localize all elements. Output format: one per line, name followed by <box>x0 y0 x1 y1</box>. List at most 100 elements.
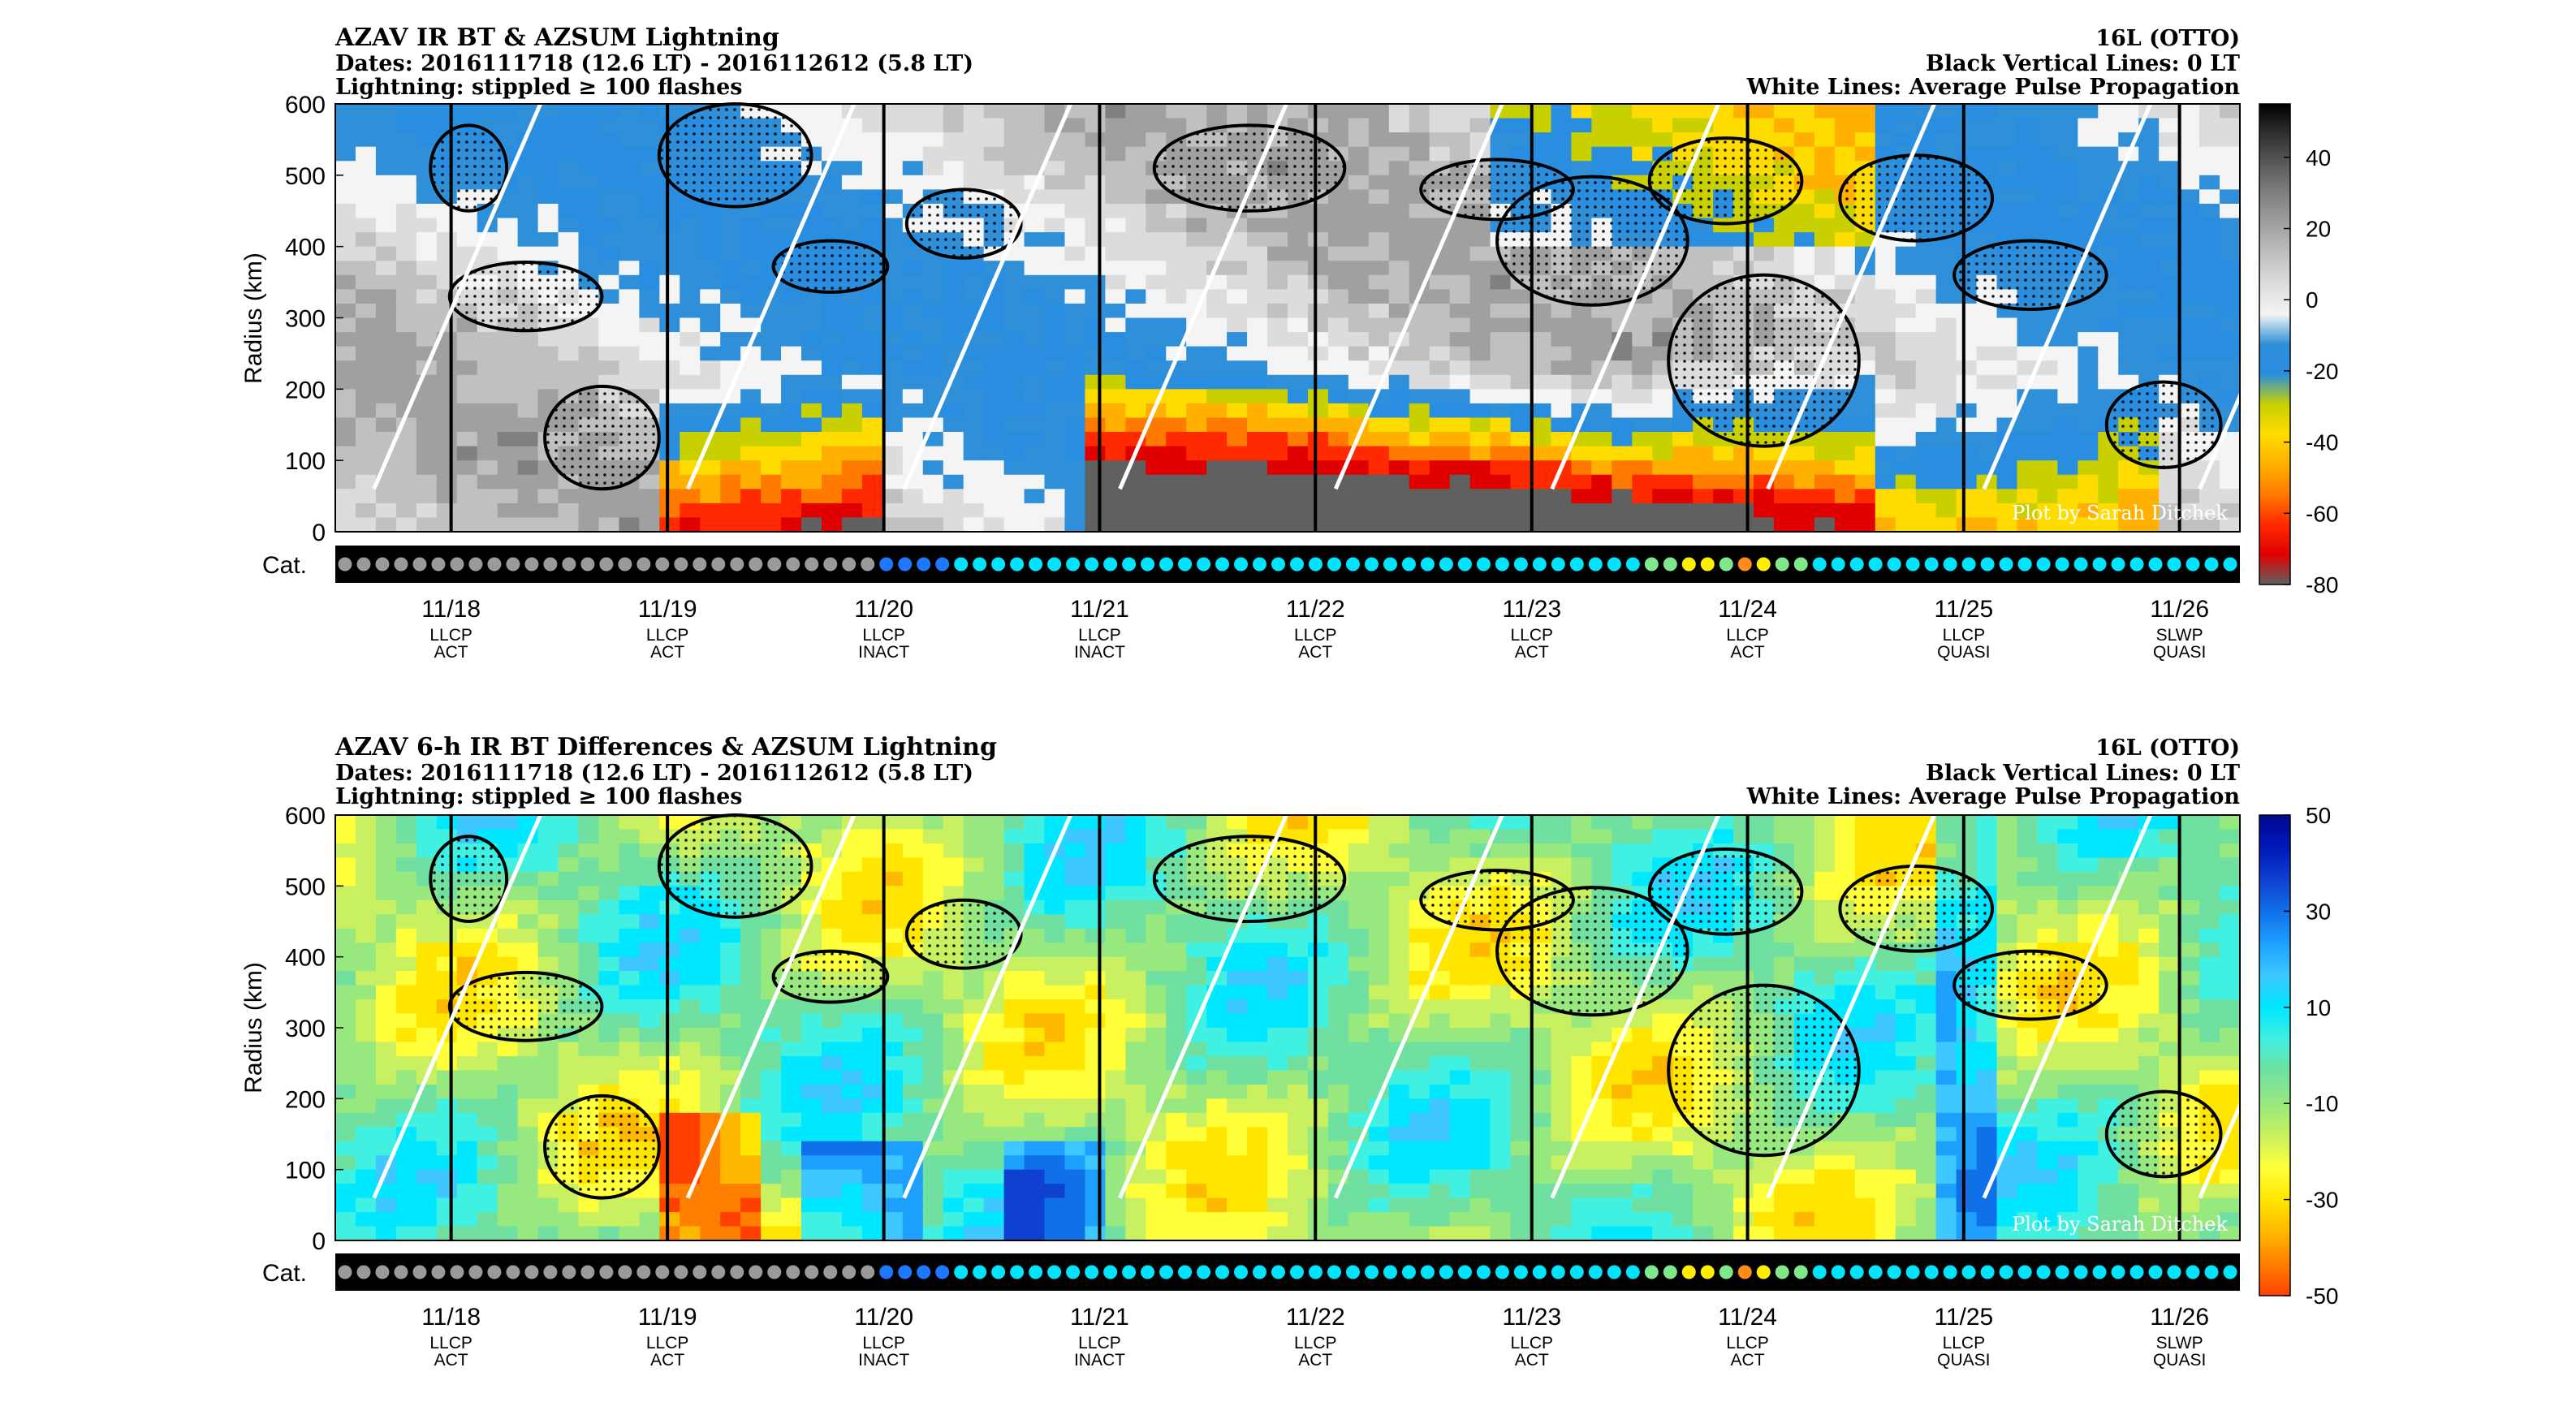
field-cell <box>1166 1169 1187 1184</box>
field-cell <box>1409 132 1430 148</box>
field-cell <box>2220 303 2241 319</box>
field-cell <box>1996 146 2018 162</box>
field-cell <box>983 1226 1005 1241</box>
field-cell <box>1003 999 1025 1015</box>
field-cell <box>1551 1212 1573 1227</box>
field-cell <box>1490 374 1512 390</box>
field-cell <box>1024 943 1046 958</box>
field-cell <box>477 360 498 376</box>
field-cell <box>619 232 640 248</box>
field-cell <box>1814 161 1836 176</box>
field-cell <box>1085 218 1106 233</box>
field-cell <box>497 403 519 419</box>
field-cell <box>1327 1226 1349 1241</box>
field-cell <box>1996 317 2018 333</box>
field-cell <box>1327 218 1349 233</box>
field-cell <box>659 389 680 404</box>
field-cell <box>1125 1184 1146 1199</box>
field-cell <box>902 985 924 1000</box>
field-cell <box>2078 360 2099 376</box>
field-cell <box>1591 474 1612 490</box>
field-cell <box>659 999 680 1015</box>
field-cell <box>355 132 377 148</box>
field-cell <box>395 303 417 319</box>
field-cell <box>902 999 924 1015</box>
field-cell <box>659 1098 680 1114</box>
category-dot <box>2092 557 2107 572</box>
field-cell <box>902 1226 924 1241</box>
field-cell <box>1327 1155 1349 1171</box>
field-cell <box>1105 246 1126 261</box>
field-cell <box>1612 1084 1633 1099</box>
field-cell <box>1652 303 1673 319</box>
field-cell <box>1064 1013 1086 1029</box>
field-cell <box>395 517 417 533</box>
field-cell <box>2078 489 2099 504</box>
field-cell <box>1510 1042 1532 1057</box>
field-cell <box>1085 1042 1106 1057</box>
field-cell <box>882 303 904 319</box>
field-cell <box>861 474 883 490</box>
field-cell <box>943 146 964 162</box>
field-cell <box>578 118 600 133</box>
field-cell <box>1348 132 1370 148</box>
field-cell <box>375 432 397 447</box>
field-cell <box>1956 417 1978 433</box>
field-cell <box>1368 1184 1390 1199</box>
field-cell <box>1044 1084 1066 1099</box>
field-cell <box>619 161 640 176</box>
field-cell <box>1348 289 1370 304</box>
field-cell <box>1024 1212 1046 1227</box>
field-cell <box>537 517 559 533</box>
field-cell <box>1996 132 2018 148</box>
field-cell <box>2037 446 2058 461</box>
field-cell <box>1267 489 1288 504</box>
field-cell <box>801 346 822 361</box>
field-cell <box>781 1042 802 1057</box>
field-cell <box>2220 332 2241 347</box>
field-cell <box>1388 232 1410 248</box>
field-cell <box>1996 161 2018 176</box>
field-cell <box>1449 332 1471 347</box>
field-cell <box>1875 261 1896 276</box>
field-cell <box>1105 985 1126 1000</box>
field-cell <box>1530 1084 1552 1099</box>
field-cell <box>1288 517 1309 533</box>
field-cell <box>1652 317 1673 333</box>
field-cell <box>1146 1155 1167 1171</box>
field-cell <box>1186 914 1207 930</box>
field-cell <box>1469 317 1491 333</box>
field-cell <box>1530 1055 1552 1071</box>
field-cell <box>1125 956 1146 972</box>
field-cell <box>1672 417 1694 433</box>
field-cell <box>2199 261 2220 276</box>
field-cell <box>578 1070 600 1085</box>
field-cell <box>2220 360 2241 376</box>
field-cell <box>902 815 924 830</box>
field-cell <box>477 489 498 504</box>
x-tick-label: 11/19 <box>638 596 697 623</box>
field-cell <box>1429 317 1451 333</box>
field-cell <box>1064 1042 1086 1057</box>
field-cell <box>922 346 944 361</box>
field-cell <box>1206 815 1228 830</box>
field-cell <box>1125 1028 1146 1043</box>
field-cell <box>2017 432 2039 447</box>
field-cell <box>1591 389 1612 404</box>
field-cell <box>680 1127 701 1142</box>
field-cell <box>2078 189 2099 205</box>
field-cell <box>1490 1084 1512 1099</box>
field-cell <box>619 218 640 233</box>
field-cell <box>1510 1184 1532 1199</box>
field-cell <box>1003 1098 1025 1114</box>
field-cell <box>395 1212 417 1227</box>
field-cell <box>375 1141 397 1156</box>
field-cell <box>598 1070 620 1085</box>
field-cell <box>558 1226 580 1241</box>
field-cell <box>355 1169 377 1184</box>
field-cell <box>1085 1141 1106 1156</box>
field-cell <box>1551 1042 1573 1057</box>
field-cell <box>1064 1055 1086 1071</box>
field-cell <box>1490 489 1512 504</box>
field-cell <box>436 956 458 972</box>
